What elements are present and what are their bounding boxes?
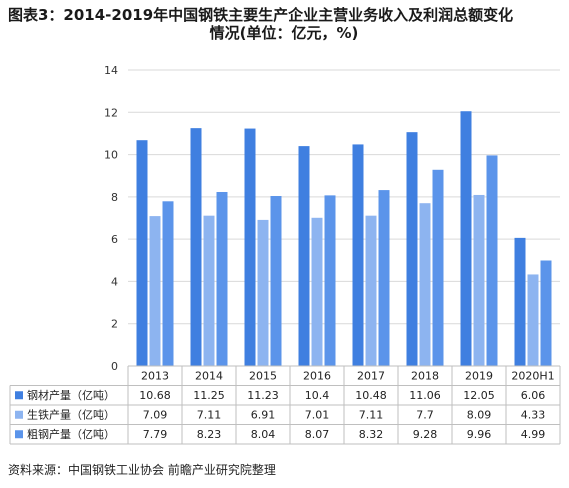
legend-swatch	[15, 410, 23, 419]
data-label: 9.28	[413, 428, 438, 441]
bar	[324, 195, 336, 366]
y-tick-label: 0	[111, 360, 118, 373]
data-label: 12.05	[463, 389, 495, 402]
bar	[298, 146, 310, 366]
data-label: 8.07	[305, 428, 330, 441]
data-label: 7.7	[416, 409, 434, 422]
x-tick-label: 2018	[411, 370, 439, 383]
bar	[419, 203, 431, 366]
bar	[136, 140, 148, 366]
x-tick-label: 2014	[195, 370, 223, 383]
bar	[149, 216, 161, 366]
y-tick-label: 4	[111, 275, 118, 288]
x-tick-label: 2017	[357, 370, 385, 383]
bar	[432, 169, 444, 366]
data-label: 7.11	[197, 409, 222, 422]
data-label: 8.32	[359, 428, 384, 441]
legend-label: 生铁产量（亿吨）	[27, 408, 115, 422]
data-label: 10.68	[139, 389, 171, 402]
bar	[460, 111, 472, 366]
legend-label: 钢材产量（亿吨）	[27, 388, 115, 402]
data-label: 11.06	[409, 389, 441, 402]
chart-title: 图表3：2014-2019年中国钢铁主要生产企业主营业务收入及利润总额变化 情况…	[8, 6, 560, 42]
data-label: 7.79	[143, 428, 168, 441]
y-tick-label: 14	[104, 64, 118, 77]
bar	[352, 144, 364, 366]
x-tick-label: 2020H1	[511, 370, 554, 383]
bar	[162, 201, 174, 366]
legend-label: 粗钢产量（亿吨）	[27, 427, 115, 441]
y-tick-label: 12	[104, 106, 118, 119]
data-label: 11.25	[193, 389, 225, 402]
data-label: 8.04	[251, 428, 276, 441]
chart-title-line2: 情况(单位：亿元，%)	[209, 24, 359, 42]
bar	[473, 194, 485, 366]
bar	[311, 217, 323, 366]
x-tick-label: 2016	[303, 370, 331, 383]
data-label: 4.99	[521, 428, 546, 441]
data-label: 8.23	[197, 428, 222, 441]
bar	[190, 128, 202, 366]
source-note: 资料来源：中国钢铁工业协会 前瞻产业研究院整理	[8, 463, 276, 477]
y-tick-label: 6	[111, 233, 118, 246]
bar	[486, 155, 498, 366]
data-label: 7.11	[359, 409, 384, 422]
bar	[203, 215, 215, 366]
data-label: 9.96	[467, 428, 492, 441]
data-label: 6.91	[251, 409, 276, 422]
data-label: 10.48	[355, 389, 387, 402]
data-label: 6.06	[521, 389, 546, 402]
data-label: 7.09	[143, 409, 168, 422]
legend-swatch	[15, 430, 23, 439]
bar	[257, 219, 269, 366]
bar	[527, 274, 539, 366]
x-tick-label: 2019	[465, 370, 493, 383]
bar	[244, 128, 256, 366]
bar	[216, 191, 228, 366]
bar	[270, 196, 282, 366]
bar	[365, 215, 377, 366]
bar	[514, 237, 526, 366]
y-tick-label: 2	[111, 318, 118, 331]
data-label: 7.01	[305, 409, 330, 422]
y-tick-label: 8	[111, 191, 118, 204]
bar	[406, 132, 418, 366]
bar	[378, 190, 390, 366]
data-label: 8.09	[467, 409, 492, 422]
y-tick-label: 10	[104, 149, 118, 162]
x-tick-label: 2013	[141, 370, 169, 383]
data-label: 4.33	[521, 409, 546, 422]
legend-swatch	[15, 391, 23, 400]
x-tick-label: 2015	[249, 370, 277, 383]
chart-title-line1: 图表3：2014-2019年中国钢铁主要生产企业主营业务收入及利润总额变化	[8, 6, 514, 24]
bar	[540, 260, 552, 366]
data-label: 11.23	[247, 389, 279, 402]
data-label: 10.4	[305, 389, 330, 402]
